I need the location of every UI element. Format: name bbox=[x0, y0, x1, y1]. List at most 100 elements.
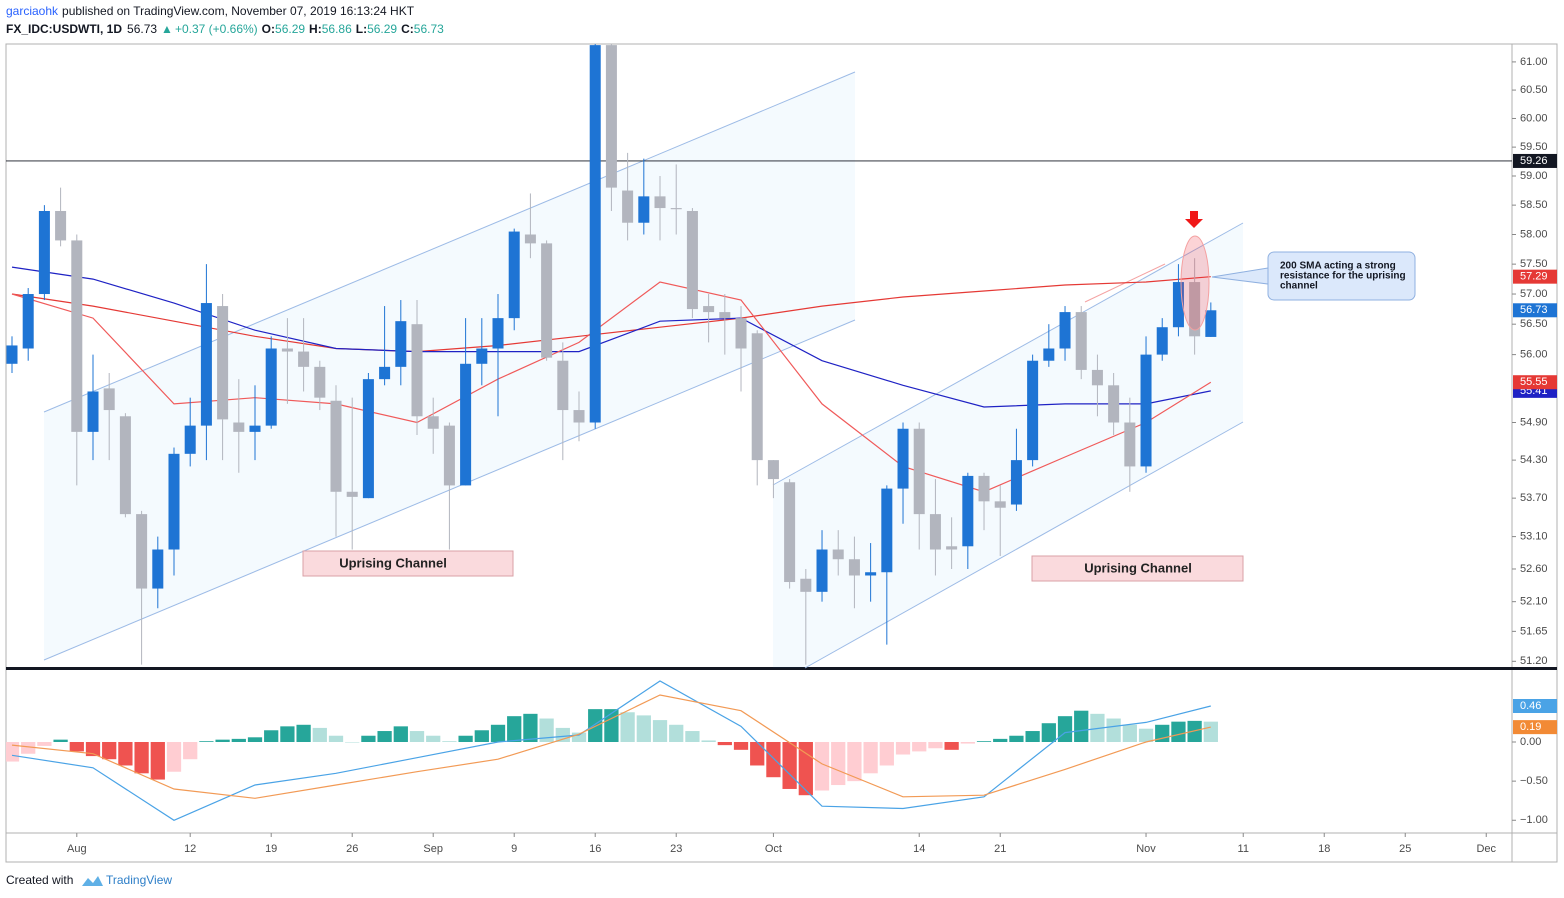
y-tick-label: 57.50 bbox=[1520, 258, 1548, 270]
histogram-bar bbox=[442, 741, 457, 742]
candle-body bbox=[460, 363, 472, 486]
y-tick-label: 56.00 bbox=[1520, 349, 1548, 361]
candle-body bbox=[395, 321, 407, 367]
histogram-bar bbox=[1138, 728, 1154, 742]
histogram-bar bbox=[312, 727, 327, 742]
candle-body bbox=[330, 400, 342, 492]
y-tick-label: −1.00 bbox=[1520, 814, 1548, 826]
candle-body bbox=[654, 196, 666, 209]
histogram-bar bbox=[393, 726, 408, 742]
y-tick-label: 54.90 bbox=[1520, 416, 1548, 428]
histogram-bar bbox=[766, 742, 781, 778]
indicator-line bbox=[11, 276, 1211, 353]
candle-body bbox=[314, 366, 326, 398]
histogram-bar bbox=[733, 742, 749, 750]
label-box bbox=[302, 550, 514, 577]
histogram-bar bbox=[1187, 720, 1202, 742]
candle-body bbox=[1172, 282, 1184, 328]
histogram-bar bbox=[539, 718, 554, 742]
channel-line bbox=[804, 421, 1244, 669]
candle-body bbox=[1205, 310, 1217, 337]
y-tick-label: 57.00 bbox=[1520, 288, 1548, 300]
candle-body bbox=[87, 391, 99, 432]
histogram-bar bbox=[1009, 735, 1024, 742]
last-price: 56.73 bbox=[127, 22, 157, 36]
candle-body bbox=[848, 559, 860, 576]
frame bbox=[5, 43, 1558, 863]
histogram-bar bbox=[1041, 723, 1056, 742]
candle-body bbox=[265, 348, 277, 426]
candle-body bbox=[362, 379, 374, 499]
candle-body bbox=[1059, 312, 1071, 349]
candle-body bbox=[589, 45, 601, 423]
y-tick-label: −0.50 bbox=[1520, 775, 1548, 787]
l-value: 56.29 bbox=[367, 22, 397, 36]
candle-body bbox=[508, 231, 520, 319]
candle-body bbox=[443, 425, 455, 486]
histogram-bar bbox=[247, 737, 263, 742]
histogram-bar bbox=[69, 742, 84, 752]
price-label: 55.55 bbox=[1520, 376, 1548, 388]
histogram-bar bbox=[231, 738, 246, 742]
candle-body bbox=[670, 208, 682, 210]
candle-body bbox=[751, 333, 763, 461]
note-line: 200 SMA acting a strong bbox=[1280, 261, 1396, 272]
candle-body bbox=[103, 388, 115, 411]
arrow-down bbox=[1185, 211, 1203, 228]
x-tick-label: 9 bbox=[511, 843, 517, 855]
histogram-bar bbox=[183, 742, 198, 760]
candle-body bbox=[1043, 348, 1055, 361]
histogram-bar bbox=[750, 742, 765, 766]
x-tick-label: Dec bbox=[1476, 843, 1496, 855]
candle-body bbox=[897, 428, 909, 489]
y-tick-label: 0.00 bbox=[1520, 736, 1541, 748]
price-label-box bbox=[1513, 303, 1557, 318]
histogram-bar bbox=[976, 741, 992, 742]
candle-body bbox=[1091, 369, 1103, 386]
price-label-box bbox=[1513, 269, 1557, 284]
histogram-bar bbox=[1057, 716, 1073, 742]
y-tick-label: 52.60 bbox=[1520, 563, 1548, 575]
histogram-bar bbox=[782, 742, 797, 789]
candle-body bbox=[816, 549, 828, 592]
candle-body bbox=[281, 348, 293, 352]
candle-body bbox=[1108, 385, 1120, 423]
histogram-bar bbox=[328, 735, 344, 742]
label-box bbox=[1031, 555, 1244, 582]
price-label: 59.26 bbox=[1520, 155, 1548, 167]
legend-line: FX_IDC:USDWTI, 1D 56.73 ▲ +0.37 (+0.66%) O:5… bbox=[6, 22, 444, 36]
candle-body bbox=[217, 306, 229, 420]
l-label: L: bbox=[356, 22, 367, 36]
candle-body bbox=[168, 453, 180, 550]
histogram-bar bbox=[1025, 731, 1040, 742]
footer-brand: TradingView bbox=[106, 873, 172, 887]
candle-body bbox=[22, 294, 34, 349]
h-value: 56.86 bbox=[322, 22, 352, 36]
histogram-bar bbox=[490, 724, 506, 742]
author: garciaohk bbox=[6, 4, 59, 18]
candle-body bbox=[1156, 327, 1168, 355]
candle-body bbox=[55, 210, 67, 241]
candle-body bbox=[800, 578, 812, 592]
indicator-line bbox=[11, 281, 1212, 493]
histogram-bar bbox=[215, 739, 230, 742]
indicator-line bbox=[11, 266, 1211, 408]
macd-pane bbox=[6, 680, 1218, 821]
candle-body bbox=[38, 210, 50, 295]
note-line: resistance for the uprising bbox=[1280, 271, 1406, 282]
candle-body bbox=[978, 475, 990, 502]
y-tick-label: 59.00 bbox=[1520, 170, 1548, 182]
candle-body bbox=[913, 428, 925, 515]
histogram-bar bbox=[1106, 718, 1121, 742]
candle-body bbox=[929, 514, 941, 550]
histogram-bar bbox=[831, 742, 846, 786]
candle-body bbox=[119, 416, 131, 515]
histogram-bar bbox=[1074, 710, 1089, 742]
channel-fill bbox=[44, 72, 855, 660]
candle-body bbox=[703, 306, 715, 313]
histogram-bar bbox=[571, 732, 587, 742]
candle-body bbox=[541, 243, 553, 358]
symbol: FX_IDC:USDWTI, 1D bbox=[6, 22, 122, 36]
candle-body bbox=[1027, 360, 1039, 461]
